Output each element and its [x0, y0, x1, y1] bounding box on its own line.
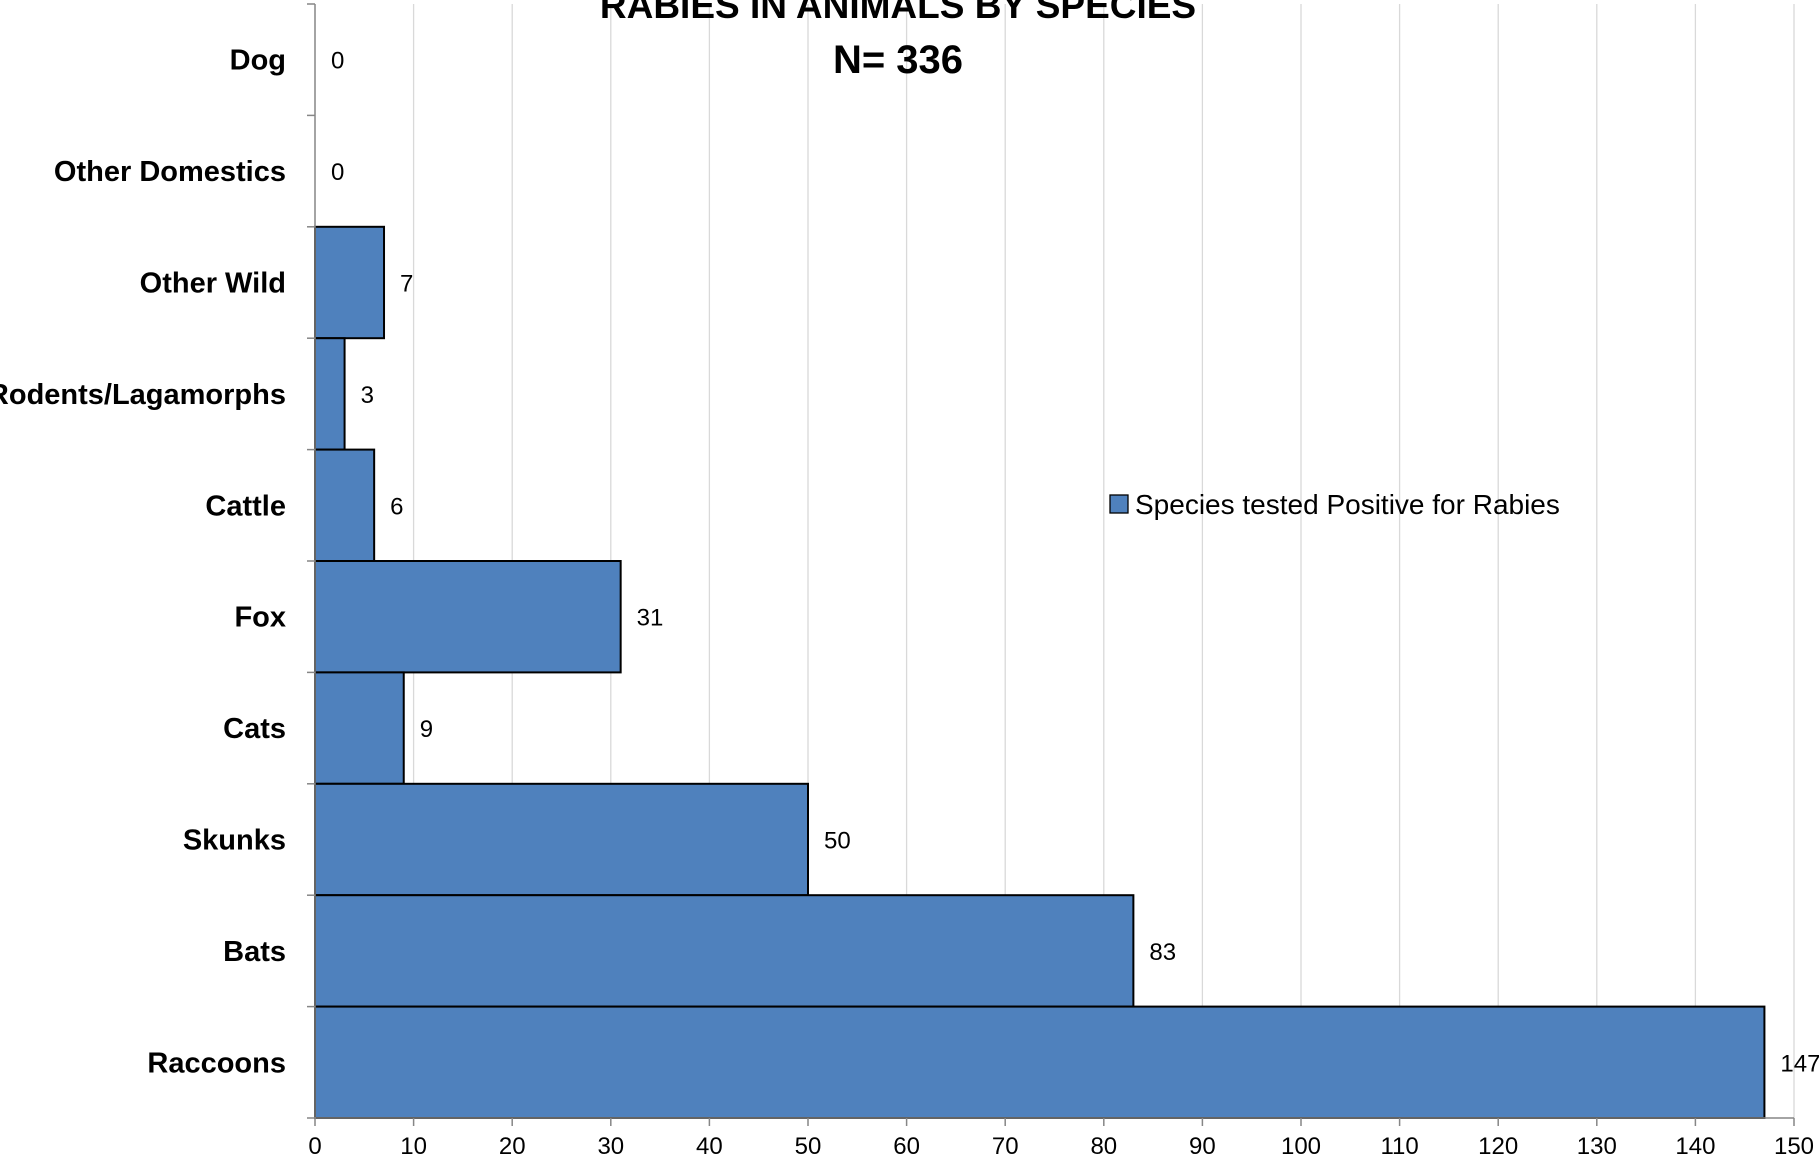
bar-cats — [314, 671, 405, 785]
data-label-raccoons: 147 — [1780, 1050, 1819, 1077]
legend-label: Species tested Positive for Rabies — [1135, 489, 1560, 520]
data-label-fox: 31 — [637, 605, 664, 632]
category-label-skunks: Skunks — [183, 825, 286, 857]
category-label-other-domestics: Other Domestics — [54, 156, 286, 188]
data-label-cattle: 6 — [390, 493, 403, 520]
bar-other-wild — [314, 225, 386, 340]
x-tick-label-0: 0 — [308, 1133, 321, 1160]
bar-raccoons — [314, 1005, 1766, 1119]
bar-bats — [314, 894, 1135, 1008]
data-label-cats: 9 — [420, 716, 433, 743]
category-label-cattle: Cattle — [205, 490, 286, 522]
category-label-dog: Dog — [230, 45, 286, 77]
x-tick-label-150: 150 — [1774, 1133, 1814, 1160]
bar-skunks — [314, 782, 809, 897]
category-label-bats: Bats — [223, 936, 286, 968]
x-tick-label-100: 100 — [1281, 1133, 1321, 1160]
x-tick-label-60: 60 — [893, 1133, 920, 1160]
category-label-rodents-lagamorphs: Rodents/Lagamorphs — [0, 379, 286, 411]
data-label-bats: 83 — [1149, 939, 1176, 966]
category-label-raccoons: Raccoons — [147, 1047, 286, 1079]
x-tick-label-110: 110 — [1380, 1133, 1418, 1160]
category-label-other-wild: Other Wild — [140, 268, 286, 300]
gridlines — [412, 4, 1795, 1118]
x-tick-label-50: 50 — [795, 1133, 822, 1160]
category-label-cats: Cats — [223, 713, 286, 745]
category-label-fox: Fox — [234, 602, 286, 634]
x-tick-label-30: 30 — [597, 1133, 624, 1160]
x-tick-label-130: 130 — [1577, 1133, 1617, 1160]
x-tick-label-40: 40 — [696, 1133, 723, 1160]
x-tick-label-80: 80 — [1090, 1133, 1117, 1160]
legend-swatch — [1109, 494, 1129, 514]
bar-fox — [314, 560, 622, 674]
x-tick-label-120: 120 — [1478, 1133, 1518, 1160]
data-label-rodents-lagamorphs: 3 — [361, 382, 374, 409]
data-label-other-domestics: 0 — [331, 159, 344, 186]
bars — [314, 225, 1766, 1119]
bar-cattle — [314, 448, 376, 563]
labels: 0 10 20 30 40 50 60 70 80 90 100 110 120 130 140 150Dog… — [0, 45, 1819, 1160]
x-tick-label-10: 10 — [400, 1133, 427, 1160]
data-label-dog: 0 — [331, 48, 344, 75]
data-label-skunks: 50 — [824, 828, 851, 855]
x-tick-label-90: 90 — [1189, 1133, 1216, 1160]
chart-subtitle: N= 336 — [833, 38, 963, 82]
x-tick-label-70: 70 — [992, 1133, 1019, 1160]
x-tick-label-140: 140 — [1675, 1133, 1715, 1160]
chart-title: RABIES IN ANIMALS BY SPECIES — [600, 0, 1196, 26]
legend: Species tested Positive for Rabies — [1109, 489, 1560, 520]
bar-rodents-lagamorphs — [314, 337, 346, 451]
data-label-other-wild: 7 — [400, 271, 413, 298]
axes — [307, 3, 1795, 1126]
x-tick-label-20: 20 — [499, 1133, 526, 1160]
